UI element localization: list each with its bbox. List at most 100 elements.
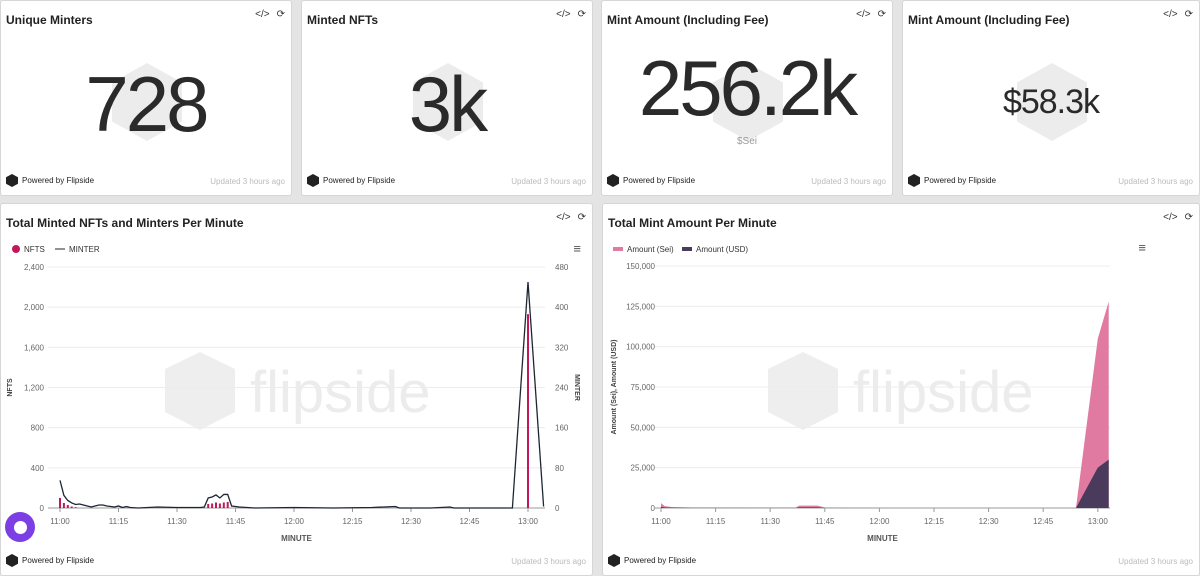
legend-usd-label: Amount (USD) [696, 245, 748, 254]
y-tick-label: 100,000 [626, 343, 655, 352]
y2-tick-label: 480 [555, 263, 569, 272]
stat-card-mint-amount-sei: Mint Amount (Including Fee) </> ⟳ 256.2k … [601, 0, 893, 196]
chart-menu-icon[interactable]: ≡ [1138, 240, 1146, 255]
y-tick-label: 50,000 [631, 423, 656, 432]
powered-by-link[interactable]: Powered by Flipside [924, 176, 997, 185]
powered-by-link[interactable]: Powered by Flipside [624, 556, 697, 565]
x-tick-label: 12:00 [869, 517, 890, 526]
y-axis-title: NFTS [7, 378, 14, 397]
x-tick-label: 12:15 [342, 517, 363, 526]
nfts-bar [211, 503, 214, 508]
embed-icon[interactable]: </> [556, 9, 571, 20]
updated-text: Updated 3 hours ago [210, 177, 285, 186]
x-tick-label: 11:15 [109, 517, 129, 526]
updated-text: Updated 3 hours ago [1118, 177, 1193, 186]
x-tick-label: 12:45 [459, 517, 480, 526]
nfts-bar [62, 502, 65, 508]
x-tick-label: 11:45 [226, 517, 246, 526]
chart-card-nfts-minters: Total Minted NFTs and Minters Per Minute… [0, 203, 593, 576]
refresh-icon[interactable]: ⟳ [877, 9, 886, 20]
refresh-icon[interactable]: ⟳ [1184, 212, 1193, 223]
x-tick-label: 13:00 [518, 517, 539, 526]
nfts-bar [66, 504, 69, 508]
powered-by-link[interactable]: Powered by Flipside [22, 176, 95, 185]
embed-icon[interactable]: </> [255, 9, 270, 20]
chart-title: Total Mint Amount Per Minute [608, 216, 777, 230]
stat-value: $58.3k [1002, 83, 1100, 121]
embed-icon[interactable]: </> [856, 9, 871, 20]
flipside-watermark-icon [165, 352, 235, 430]
x-axis-title: MINUTE [281, 534, 312, 543]
watermark-text: flipside [250, 360, 431, 425]
nfts-bar [226, 501, 229, 508]
y2-axis-title: MINTER [573, 374, 580, 401]
x-tick-label: 11:00 [651, 517, 671, 526]
x-tick-label: 12:15 [924, 517, 945, 526]
watermark-text: flipside [853, 360, 1034, 425]
nfts-bar [74, 507, 77, 508]
stat-card-minted-nfts: Minted NFTs </> ⟳ 3k Powered by Flipside … [301, 0, 593, 196]
y-tick-label: 25,000 [631, 464, 656, 473]
legend-sei-label: Amount (Sei) [627, 245, 674, 254]
chat-launcher-button[interactable] [5, 512, 35, 542]
y-tick-label: 2,400 [24, 263, 45, 272]
x-tick-label: 11:15 [706, 517, 726, 526]
card-title: Mint Amount (Including Fee) [908, 13, 1070, 27]
legend-minter-label: MINTER [69, 245, 100, 254]
flipside-logo-icon [6, 554, 18, 567]
refresh-icon[interactable]: ⟳ [276, 9, 285, 20]
y-tick-label: 1,200 [24, 384, 45, 393]
flipside-logo-icon [608, 554, 620, 567]
x-tick-label: 12:30 [979, 517, 1000, 526]
y2-tick-label: 160 [555, 424, 569, 433]
nfts-bar [207, 503, 210, 508]
flipside-logo-icon [6, 174, 18, 187]
stat-value: 256.2k [638, 44, 858, 132]
powered-by-link[interactable]: Powered by Flipside [623, 176, 696, 185]
card-title: Unique Minters [6, 13, 93, 27]
x-tick-label: 13:00 [1088, 517, 1109, 526]
nfts-bar [59, 497, 61, 508]
powered-by-link[interactable]: Powered by Flipside [323, 176, 396, 185]
stat-unit: $Sei [736, 136, 757, 147]
chart-title: Total Minted NFTs and Minters Per Minute [6, 216, 244, 230]
updated-text: Updated 3 hours ago [1118, 557, 1193, 566]
embed-icon[interactable]: </> [1163, 9, 1178, 20]
legend-nfts-marker [12, 245, 20, 253]
y-tick-label: 0 [651, 504, 656, 513]
x-tick-label: 11:45 [815, 517, 835, 526]
legend-sei-marker [613, 247, 623, 251]
nfts-bar [70, 506, 73, 508]
card-title: Mint Amount (Including Fee) [607, 13, 769, 27]
nfts-bar [218, 503, 221, 508]
legend-nfts-label: NFTS [24, 245, 45, 254]
nfts-bar [527, 314, 529, 508]
embed-icon[interactable]: </> [556, 212, 571, 223]
y-tick-label: 2,000 [24, 303, 45, 312]
y-tick-label: 1,600 [24, 343, 45, 352]
embed-icon[interactable]: </> [1163, 212, 1178, 223]
refresh-icon[interactable]: ⟳ [1184, 9, 1193, 20]
usd-area [661, 459, 1109, 508]
card-title: Minted NFTs [307, 13, 379, 27]
flipside-logo-icon [607, 174, 619, 187]
powered-by-link[interactable]: Powered by Flipside [22, 556, 95, 565]
nfts-bar [215, 502, 217, 508]
updated-text: Updated 3 hours ago [511, 177, 586, 186]
refresh-icon[interactable]: ⟳ [577, 9, 586, 20]
chat-icon [13, 520, 27, 534]
stat-value: 3k [408, 60, 488, 148]
x-axis-title: MINUTE [867, 534, 898, 543]
minter-line [59, 282, 545, 509]
x-tick-label: 12:00 [284, 517, 305, 526]
x-tick-label: 11:30 [760, 517, 780, 526]
y2-tick-label: 80 [555, 464, 564, 473]
stat-card-unique-minters: Unique Minters </> ⟳ 728 Powered by Flips… [0, 0, 292, 196]
y-tick-label: 125,000 [626, 302, 655, 311]
y-tick-label: 0 [40, 504, 45, 513]
chart-menu-icon[interactable]: ≡ [573, 241, 581, 256]
y-axis-title: Amount (Sei), Amount (USD) [611, 339, 618, 434]
refresh-icon[interactable]: ⟳ [577, 212, 586, 223]
flipside-logo-icon [908, 174, 920, 187]
y-tick-label: 400 [31, 464, 45, 473]
